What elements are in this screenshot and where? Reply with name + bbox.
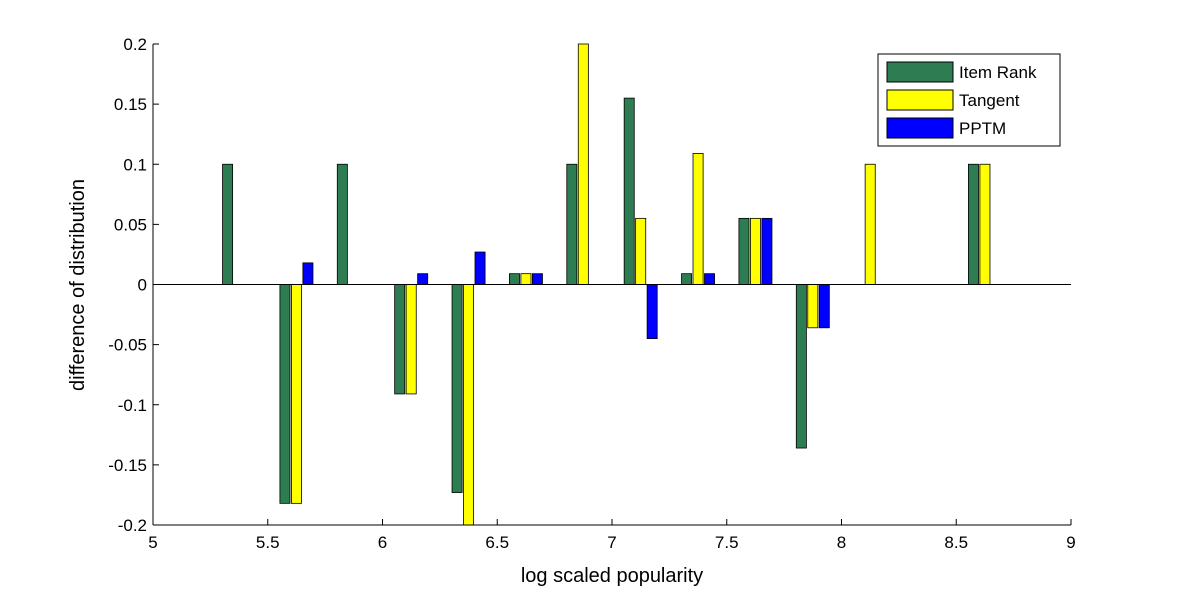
bar [474,251,486,285]
y-tick-label: -0.1 [118,396,147,415]
x-tick-label: 8.5 [944,533,968,552]
legend-swatch [886,117,954,139]
bar [451,284,463,493]
x-tick-label: 7 [607,533,616,552]
bar [405,284,417,395]
bar [463,284,475,526]
axes-group: 5 5.5 6 6.5 7 7.5 8 8.5 9 -0.2 -0.15 -0.1 -0.05 0 0.05… [108,35,1075,552]
bar [795,284,807,449]
y-axis-title: difference of distribution [67,179,89,391]
bar [290,284,302,504]
x-tick-label: 9 [1066,533,1075,552]
bar [520,273,532,285]
bar [681,273,693,285]
bar [394,284,406,395]
x-tick-label: 6 [378,533,387,552]
bar [509,273,520,285]
bar [749,217,761,285]
bar [761,217,773,285]
bar [623,97,635,285]
bar [818,284,830,329]
y-tick-label: 0.1 [123,155,147,174]
bar [566,163,578,285]
x-tick-label: 6.5 [485,533,509,552]
x-axis-title: log scaled popularity [521,565,703,587]
bar [302,262,314,285]
bar [864,163,876,285]
bar [531,273,543,285]
bar [692,153,704,285]
bar [577,43,589,285]
bar [979,163,991,285]
y-tick-label: 0.15 [114,95,147,114]
y-tick-label: 0.05 [114,215,147,234]
y-tick-label: 0 [138,276,147,295]
bar [222,163,234,285]
legend-swatch [886,61,954,83]
bar [417,273,429,285]
x-tick-label: 5.5 [256,533,280,552]
bar [807,284,819,329]
bar [279,284,291,504]
x-tick-label: 7.5 [715,533,739,552]
legend-swatch [886,89,954,111]
bar [738,217,750,285]
bar [968,163,979,285]
bar [646,284,658,340]
legend-label: Tangent [959,91,1020,110]
legend-label: PPTM [959,119,1006,138]
legend: Item Rank Tangent PPTM [877,53,1061,147]
x-tick-label: 8 [837,533,846,552]
y-tick-label: -0.15 [108,456,147,475]
legend-label: Item Rank [959,63,1037,82]
y-tick-label: -0.2 [118,516,147,535]
bar [336,163,348,285]
bar [635,217,647,285]
y-tick-label: -0.05 [108,336,147,355]
y-tick-label: 0.2 [123,35,147,54]
bar [704,273,715,285]
x-tick-label: 5 [148,533,157,552]
